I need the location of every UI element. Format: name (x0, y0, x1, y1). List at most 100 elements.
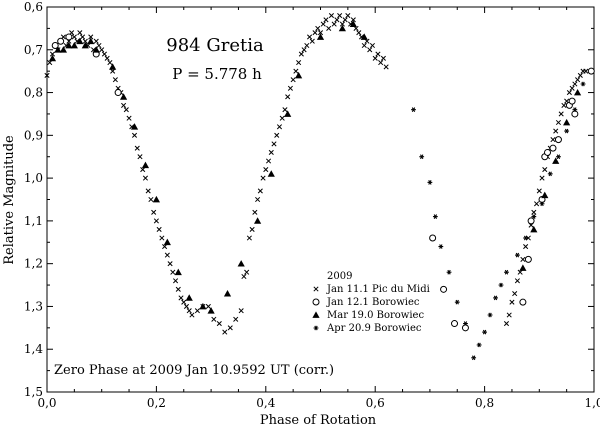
data-point (438, 244, 444, 249)
data-point (92, 46, 100, 53)
data-point (134, 145, 140, 151)
data-point (539, 201, 545, 207)
data-point (126, 115, 132, 121)
data-point (580, 81, 586, 87)
series-3 (48, 20, 582, 314)
data-point (295, 71, 303, 79)
data-point (252, 209, 258, 215)
y-tick-label: 1,4 (24, 342, 43, 356)
data-point (316, 33, 325, 40)
data-point (44, 72, 50, 78)
data-point (49, 51, 56, 57)
data-point (257, 188, 263, 194)
data-point (523, 244, 529, 250)
data-point (185, 294, 193, 301)
data-point (411, 107, 416, 113)
data-point (378, 60, 384, 66)
data-point (440, 285, 448, 293)
data-point (427, 180, 433, 185)
data-point (572, 81, 578, 87)
legend-entry: Mar 19.0 Borowiec (327, 310, 424, 321)
data-point (119, 93, 128, 100)
data-point (205, 303, 211, 309)
data-point (71, 34, 77, 40)
data-point (583, 68, 589, 74)
data-point (167, 261, 173, 267)
data-point (88, 34, 94, 40)
data-point (504, 269, 509, 275)
data-point (542, 167, 548, 173)
data-point (244, 269, 250, 275)
data-point (519, 264, 527, 271)
data-point (375, 51, 381, 57)
x-tick-label: 0,8 (475, 396, 494, 410)
data-point (290, 77, 296, 83)
data-point (383, 64, 389, 70)
data-point (558, 111, 564, 117)
data-point (544, 148, 552, 156)
data-point (569, 85, 575, 91)
data-point (181, 299, 187, 305)
x-axis-label: Phase of Rotation (260, 413, 377, 427)
data-point (65, 41, 73, 49)
data-point (253, 217, 262, 224)
data-point (309, 38, 315, 44)
chart-subtitle: P = 5.778 h (172, 65, 262, 83)
data-point (487, 312, 493, 318)
data-point (148, 196, 154, 203)
data-points-layer (44, 13, 595, 361)
data-point (512, 291, 518, 297)
data-point (87, 37, 95, 45)
data-point (304, 42, 310, 49)
data-point (554, 136, 562, 144)
data-point (356, 30, 362, 36)
series-2 (51, 33, 595, 332)
data-point (48, 54, 57, 62)
x-tick-label: 1,0 (584, 396, 600, 410)
data-point (342, 17, 348, 23)
data-point (152, 195, 160, 203)
data-point (141, 161, 150, 169)
data-point (107, 60, 113, 66)
data-point (482, 329, 487, 335)
data-point (350, 17, 356, 23)
data-point (320, 21, 326, 27)
series-4 (411, 81, 586, 361)
data-point (451, 320, 459, 328)
data-point (506, 312, 512, 318)
data-point (307, 34, 313, 40)
data-point (503, 321, 510, 327)
data-point (178, 295, 184, 301)
data-point (432, 214, 438, 219)
x-tick-label: 0,6 (366, 396, 385, 410)
data-point (96, 42, 102, 49)
data-point (238, 308, 244, 314)
data-point (142, 175, 149, 181)
data-point (145, 188, 151, 194)
data-point (534, 201, 540, 207)
data-point (131, 132, 138, 138)
data-point (276, 124, 283, 130)
legend-entry: Jan 12.1 Borowiec (326, 297, 420, 308)
data-point (530, 225, 538, 233)
plot-frame-layer (46, 6, 595, 393)
data-point (263, 167, 269, 173)
data-point (555, 119, 561, 126)
data-point (337, 13, 343, 19)
data-point (123, 107, 129, 113)
data-point (563, 118, 571, 126)
data-point (57, 37, 65, 45)
legend: 2009 Jan 11.1 Pic du Midi Jan 12.1 Borowi… (312, 271, 430, 334)
data-point (81, 41, 89, 49)
data-point (549, 144, 557, 152)
plot-frame (46, 6, 595, 393)
data-point (216, 321, 222, 327)
data-point (527, 217, 535, 225)
data-point (571, 110, 579, 118)
data-point (539, 175, 545, 181)
data-point (130, 123, 139, 130)
data-point (164, 252, 170, 258)
data-point (186, 308, 192, 314)
data-point (99, 47, 105, 53)
data-point (360, 33, 368, 40)
